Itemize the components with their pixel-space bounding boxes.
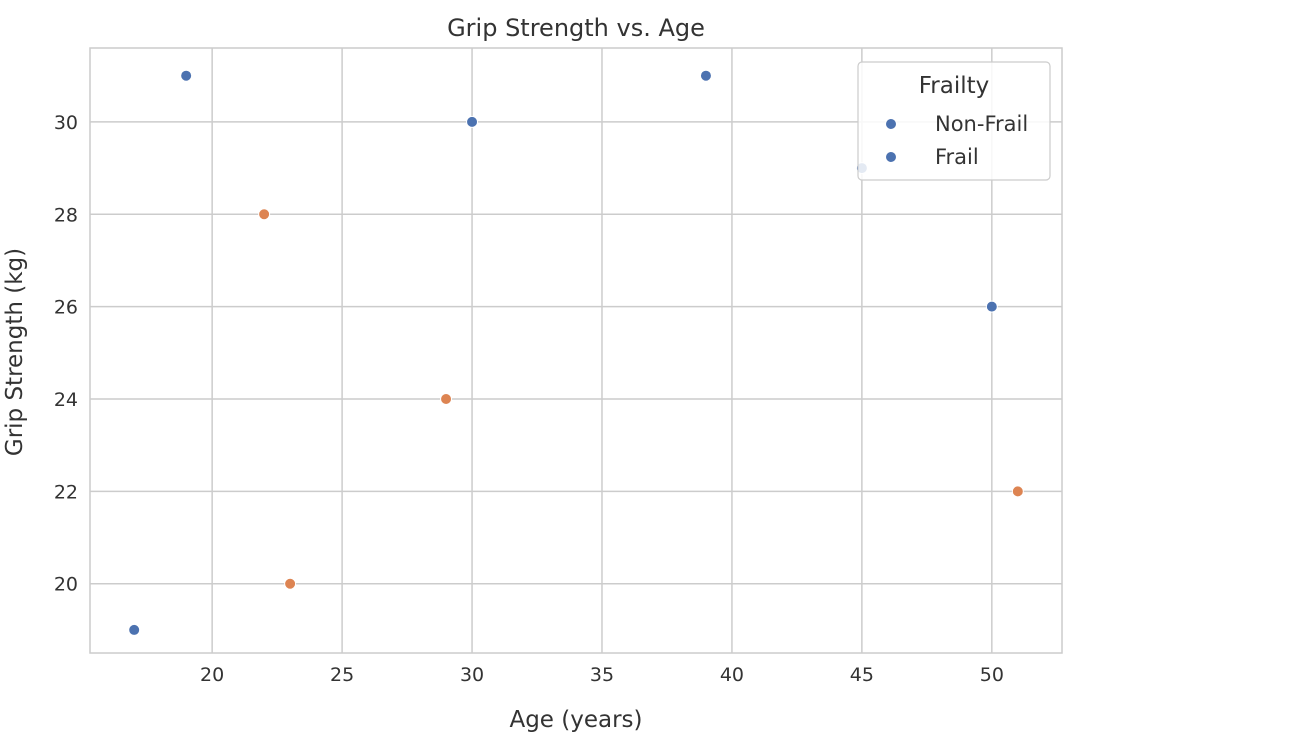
y-tick-label: 26 — [54, 297, 78, 319]
data-point-orange — [284, 577, 297, 590]
y-tick-label: 30 — [54, 112, 78, 134]
y-tick-label: 28 — [54, 204, 78, 226]
data-point-blue — [466, 115, 479, 128]
y-tick-label: 22 — [54, 481, 78, 503]
x-tick-label: 40 — [720, 664, 744, 686]
legend-marker-frail — [885, 151, 897, 163]
x-tick-label: 50 — [980, 664, 1004, 686]
legend-label-non-frail: Non-Frail — [935, 112, 1028, 136]
data-point-orange — [1011, 485, 1024, 498]
data-point-blue — [128, 623, 141, 636]
legend-title: Frailty — [919, 73, 990, 99]
x-tick-labels: 20 25 30 35 40 45 50 — [200, 664, 1004, 686]
legend-marker-non-frail — [885, 118, 897, 130]
data-point-blue — [985, 300, 998, 313]
x-axis-label: Age (years) — [509, 707, 642, 733]
x-tick-label: 45 — [850, 664, 874, 686]
data-point-orange — [440, 392, 453, 405]
x-tick-label: 20 — [200, 664, 224, 686]
y-tick-label: 20 — [54, 574, 78, 596]
x-tick-label: 30 — [460, 664, 484, 686]
x-tick-label: 35 — [590, 664, 614, 686]
x-tick-label: 25 — [330, 664, 354, 686]
y-tick-labels: 20 22 24 26 28 30 — [54, 112, 78, 596]
legend: Frailty Non-Frail Frail — [857, 61, 1051, 181]
data-point-blue — [699, 69, 712, 82]
legend-box — [857, 61, 1051, 181]
y-tick-label: 24 — [54, 389, 78, 411]
data-point-orange — [258, 208, 271, 221]
y-axis-label: Grip Strength (kg) — [2, 248, 28, 456]
chart-title: Grip Strength vs. Age — [447, 14, 705, 42]
legend-label-frail: Frail — [935, 145, 979, 169]
data-point-blue — [180, 69, 193, 82]
